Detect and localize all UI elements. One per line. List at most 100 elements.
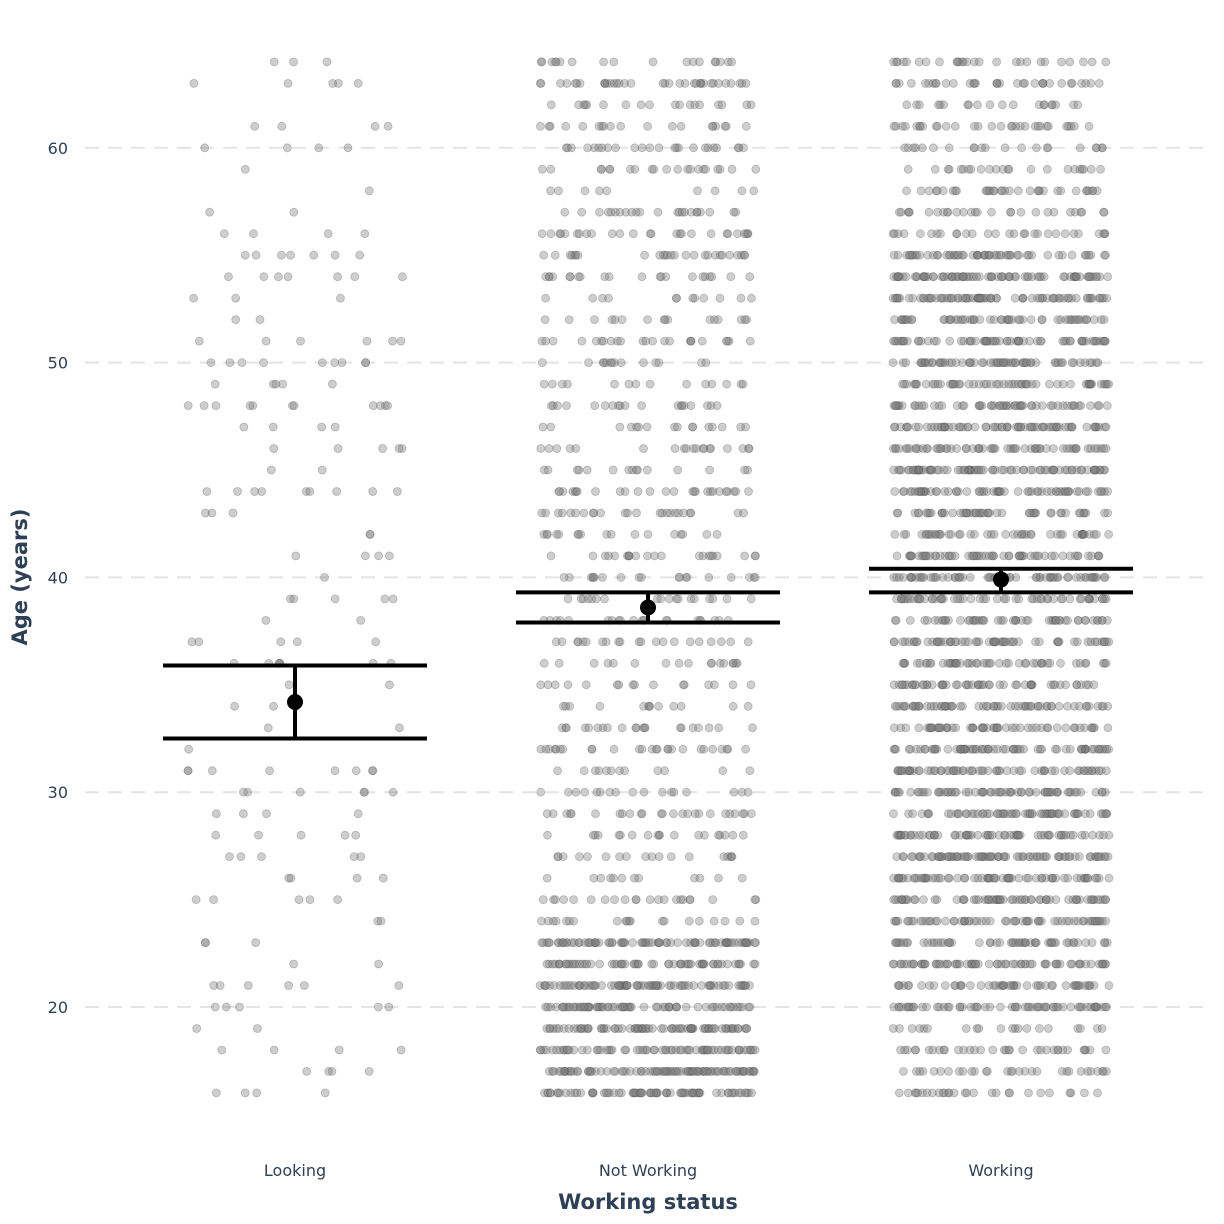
data-point [603,1088,613,1098]
data-point [536,79,546,88]
data-point [634,1088,644,1098]
data-point [661,272,671,282]
data-point [742,1024,752,1033]
data-point [1042,164,1052,174]
data-point [717,1088,726,1098]
data-point [706,637,716,647]
data-point [1018,79,1028,88]
data-point [610,379,619,389]
data-point [711,938,720,947]
data-point [1009,916,1018,926]
data-point [960,315,970,325]
data-point [955,959,964,969]
data-point [571,787,581,797]
data-point [644,981,653,990]
data-point [1075,358,1085,368]
data-point [1104,873,1114,883]
data-point [707,1067,716,1076]
data-point [1005,1088,1014,1098]
data-point [567,938,576,947]
data-point [637,938,646,947]
data-point [664,594,674,604]
data-point [191,895,201,904]
data-point [701,1067,711,1076]
data-point [194,637,204,647]
data-point [1021,938,1030,947]
data-point [949,1088,959,1098]
data-point [1049,594,1058,604]
data-point [960,852,969,861]
data-point [981,422,991,432]
data-point [672,1002,681,1012]
data-point [1070,809,1079,819]
data-point [1019,465,1028,475]
data-point [1059,293,1069,303]
data-point [654,1067,664,1076]
data-point [1017,143,1027,153]
data-point [935,551,945,561]
data-point [732,658,742,668]
data-point [243,981,253,990]
data-point [692,1088,702,1098]
data-point [946,809,956,819]
data-point [1053,637,1063,647]
data-point [618,981,628,990]
data-point [896,594,906,604]
data-point [745,573,754,582]
data-point [548,916,558,926]
data-point [665,1002,674,1012]
data-point [904,637,914,647]
data-point [654,938,664,947]
data-point [738,379,748,389]
data-point [641,852,651,861]
data-point [900,379,909,389]
data-point [641,1024,651,1033]
data-point [725,1002,735,1012]
data-point [187,637,197,647]
data-point [243,787,253,797]
data-point [710,186,720,196]
data-point [641,938,651,947]
data-point [890,530,900,539]
data-point [721,336,731,346]
data-point [556,229,566,239]
data-point [1073,616,1083,625]
data-point [1101,1002,1110,1012]
data-point [615,981,625,990]
data-point [558,938,568,947]
data-point [549,981,559,990]
data-point [368,766,378,776]
data-point [657,1024,666,1033]
data-point [904,207,914,217]
data-point [317,422,327,432]
data-point [542,809,552,819]
data-point [906,551,916,561]
data-point [639,981,649,990]
data-point [686,1024,695,1033]
data-point [1102,1067,1111,1076]
data-point [686,594,696,604]
data-point [1086,164,1096,174]
data-point [1075,143,1085,153]
data-point [654,701,663,711]
data-point [570,250,580,260]
data-point [714,981,724,990]
data-point [632,1024,642,1033]
data-point [1088,336,1097,346]
data-point [624,916,634,926]
data-point [1015,744,1025,754]
data-point [631,723,641,733]
data-point [922,422,932,432]
data-point [599,358,609,368]
data-point [645,981,655,990]
data-point [929,1067,939,1076]
data-point [695,1088,705,1098]
data-point [541,508,550,518]
data-point [1086,852,1095,861]
data-point [535,1045,545,1055]
data-point [1024,1088,1033,1098]
data-point [616,830,625,840]
data-point [620,79,629,88]
data-point [934,1088,944,1098]
data-point [259,272,269,282]
